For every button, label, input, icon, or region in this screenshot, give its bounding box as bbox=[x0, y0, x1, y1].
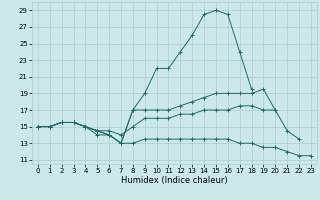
X-axis label: Humidex (Indice chaleur): Humidex (Indice chaleur) bbox=[121, 176, 228, 185]
